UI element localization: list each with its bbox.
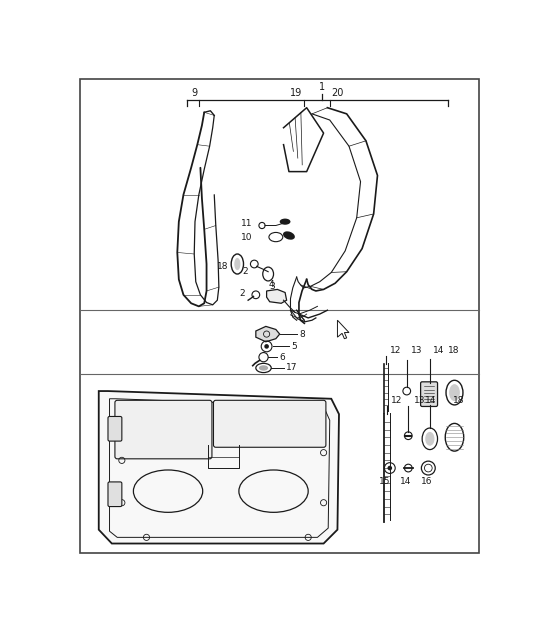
Text: 14: 14: [433, 346, 444, 355]
Text: 15: 15: [379, 477, 391, 486]
Text: 10: 10: [241, 232, 253, 242]
Polygon shape: [267, 290, 287, 303]
Circle shape: [387, 466, 392, 470]
Text: 2: 2: [239, 289, 245, 298]
Text: 13: 13: [414, 396, 425, 405]
Circle shape: [264, 344, 269, 349]
Ellipse shape: [259, 365, 268, 371]
Text: 14: 14: [425, 396, 437, 405]
Text: 18: 18: [453, 396, 464, 405]
Text: 3: 3: [270, 282, 275, 291]
Polygon shape: [256, 327, 280, 342]
Text: 11: 11: [241, 219, 253, 229]
Ellipse shape: [449, 384, 460, 401]
Text: 14: 14: [399, 477, 411, 486]
Text: 9: 9: [191, 89, 197, 99]
Text: 12: 12: [390, 346, 401, 355]
Text: 12: 12: [391, 396, 403, 405]
Polygon shape: [99, 391, 339, 543]
Text: 19: 19: [290, 89, 302, 99]
FancyBboxPatch shape: [108, 416, 122, 441]
Text: 20: 20: [331, 89, 344, 99]
FancyBboxPatch shape: [108, 482, 122, 507]
FancyBboxPatch shape: [115, 400, 212, 459]
Text: 4: 4: [268, 281, 274, 290]
Text: 18: 18: [449, 346, 460, 355]
Polygon shape: [337, 320, 349, 338]
Text: 6: 6: [280, 353, 286, 362]
Text: 18: 18: [217, 262, 229, 271]
Text: 13: 13: [410, 346, 422, 355]
FancyBboxPatch shape: [214, 400, 326, 447]
Ellipse shape: [283, 231, 295, 240]
Ellipse shape: [280, 219, 290, 225]
Text: 2: 2: [243, 267, 248, 276]
Ellipse shape: [234, 258, 240, 270]
Ellipse shape: [425, 432, 434, 446]
Text: 17: 17: [286, 364, 298, 372]
Text: 8: 8: [299, 330, 305, 338]
Text: 16: 16: [421, 477, 433, 486]
FancyBboxPatch shape: [421, 382, 438, 406]
Text: 1: 1: [319, 82, 325, 92]
Text: 5: 5: [291, 342, 297, 351]
